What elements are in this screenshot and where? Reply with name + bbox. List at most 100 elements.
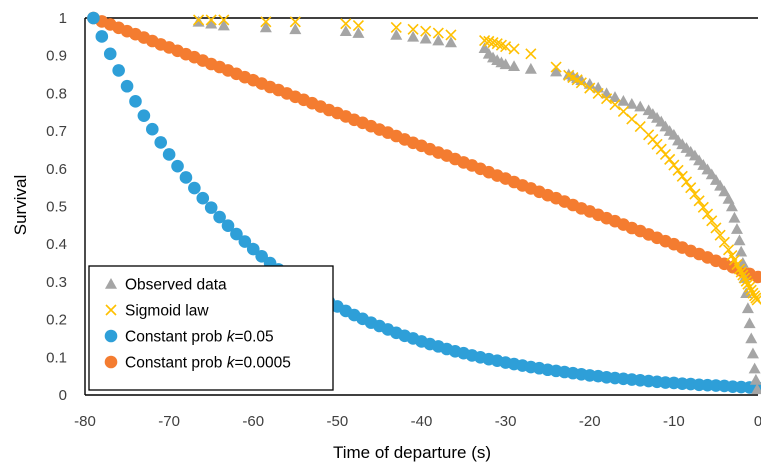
data-point xyxy=(260,16,272,28)
data-point xyxy=(740,275,752,287)
data-point xyxy=(697,201,709,213)
data-point xyxy=(735,245,748,257)
legend-label-part: Constant prob xyxy=(125,355,227,372)
data-point xyxy=(689,188,701,200)
data-point xyxy=(221,219,235,233)
data-point xyxy=(120,79,134,93)
data-point xyxy=(103,47,117,61)
data-point xyxy=(617,94,630,106)
data-point xyxy=(524,62,537,74)
data-point xyxy=(733,263,746,275)
data-point xyxy=(255,249,268,263)
data-point xyxy=(483,35,495,47)
legend: Observed data Sigmoid law Constant prob k=… xyxy=(88,265,334,391)
data-point xyxy=(390,21,402,33)
data-point xyxy=(487,36,499,49)
y-tick-label: 0.4 xyxy=(46,236,67,253)
series-circle-3 xyxy=(87,11,761,284)
data-point xyxy=(179,171,193,184)
legend-label-italic-k: k xyxy=(227,355,236,372)
data-point xyxy=(95,30,109,43)
data-point xyxy=(751,383,761,395)
data-point xyxy=(728,211,741,223)
data-point xyxy=(407,30,420,42)
data-point xyxy=(685,182,697,194)
data-point xyxy=(737,269,749,281)
data-point xyxy=(550,65,563,77)
data-point xyxy=(259,21,272,33)
data-point xyxy=(743,317,756,329)
x-tick-label: -30 xyxy=(495,413,517,430)
data-point xyxy=(171,159,184,173)
data-point xyxy=(735,266,747,278)
data-point xyxy=(722,244,735,256)
data-point xyxy=(499,58,512,70)
legend-label: Constant prob k=0.0005 xyxy=(125,355,291,372)
data-point xyxy=(196,191,210,205)
data-point xyxy=(340,18,352,30)
x-axis-ticks: -80 -70 -60 -50 -40 -30 -20 -10 0 xyxy=(74,413,761,430)
y-tick-label: 1 xyxy=(59,10,67,27)
data-point xyxy=(508,43,520,55)
data-point xyxy=(390,28,403,40)
y-tick-label: 0.3 xyxy=(46,274,67,291)
data-point xyxy=(137,109,151,122)
data-point xyxy=(744,281,756,293)
data-point xyxy=(205,14,217,26)
data-point xyxy=(749,373,761,385)
legend-entry: Constant prob k=0.05 xyxy=(104,329,274,346)
x-tick-label: -40 xyxy=(411,413,433,430)
data-point xyxy=(445,29,457,41)
data-point xyxy=(432,27,444,39)
data-point xyxy=(740,287,753,299)
y-tick-label: 0.9 xyxy=(46,48,67,65)
data-point xyxy=(129,95,142,108)
data-point xyxy=(479,35,491,47)
data-point xyxy=(508,60,521,72)
y-tick-label: 0.7 xyxy=(46,123,67,140)
legend-entry: Observed data xyxy=(105,277,227,294)
data-point xyxy=(746,347,759,359)
data-point xyxy=(706,215,718,227)
data-point xyxy=(575,77,587,89)
data-point xyxy=(676,170,688,182)
data-point xyxy=(634,100,647,112)
data-point xyxy=(693,195,705,207)
series-x-1 xyxy=(193,14,761,306)
data-point xyxy=(246,242,260,256)
legend-marker xyxy=(105,304,117,316)
data-point xyxy=(339,25,352,36)
data-point xyxy=(112,64,125,77)
data-point xyxy=(550,61,562,73)
x-tick-label: -50 xyxy=(327,413,349,430)
x-axis-title: Time of departure (s) xyxy=(333,443,491,462)
data-point xyxy=(218,14,230,26)
data-point xyxy=(625,97,638,109)
legend-box xyxy=(88,265,334,391)
legend-label-italic-k: k xyxy=(227,329,236,346)
data-point xyxy=(634,121,646,133)
data-point xyxy=(584,82,596,94)
data-point xyxy=(146,122,159,136)
data-point xyxy=(87,11,100,25)
data-point xyxy=(722,192,735,204)
data-point xyxy=(710,222,722,234)
data-point xyxy=(738,272,751,284)
legend-entry: Sigmoid law xyxy=(105,303,209,320)
data-point xyxy=(748,362,761,374)
x-tick-label: -70 xyxy=(158,413,180,430)
data-point xyxy=(352,19,364,32)
data-point xyxy=(162,148,176,161)
y-tick-label: 0.6 xyxy=(46,161,67,178)
data-point xyxy=(672,164,684,176)
data-point xyxy=(680,176,693,188)
data-point xyxy=(419,32,432,44)
data-point xyxy=(745,284,757,296)
data-point xyxy=(751,294,761,306)
data-point xyxy=(733,234,746,246)
x-tick-label: -10 xyxy=(663,413,685,430)
data-point xyxy=(718,185,731,197)
data-point xyxy=(407,23,419,35)
data-point xyxy=(718,236,730,248)
